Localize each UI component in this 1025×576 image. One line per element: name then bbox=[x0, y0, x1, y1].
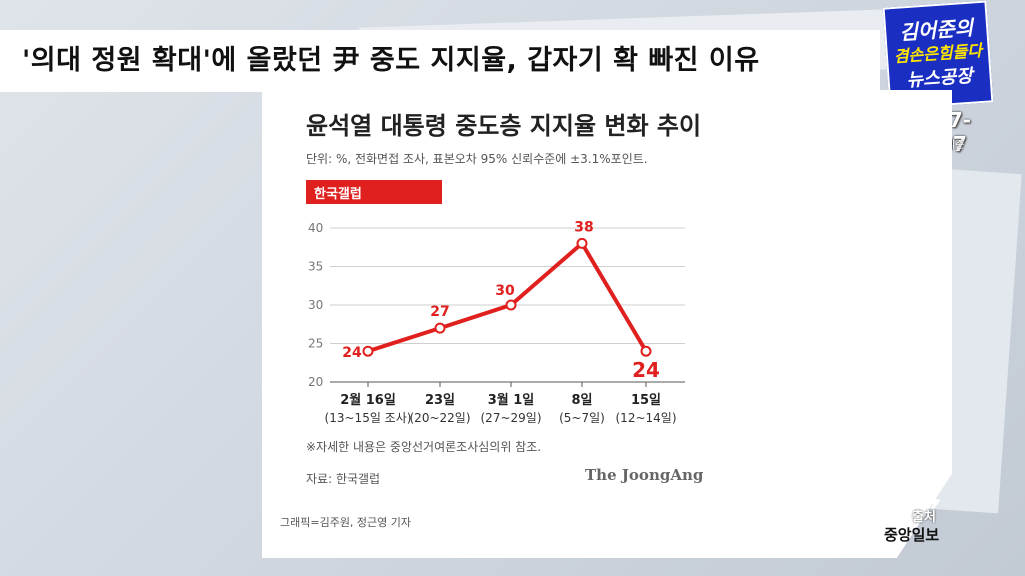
x-tick-label: 3월 1일 bbox=[488, 392, 535, 408]
graphic-credit: 그래픽=김주원, 정근영 기자 bbox=[280, 516, 412, 529]
publisher-brand: The JoongAng bbox=[585, 466, 704, 484]
x-tick-label: 23일 bbox=[425, 393, 455, 408]
x-tick-label: 2월 16일 bbox=[340, 392, 396, 408]
unit-note: 단위: %, 전화면접 조사, 표본오차 95% 신뢰수준에 ±3.1%포인트. bbox=[306, 152, 648, 166]
x-tick-sublabel: (27~29일) bbox=[481, 411, 542, 425]
arrow-icon bbox=[883, 498, 941, 518]
y-tick-label: 20 bbox=[308, 375, 323, 389]
x-tick-label: 8일 bbox=[571, 393, 592, 408]
pollster-tag: 한국갤럽 bbox=[306, 180, 442, 204]
source-badge-label: 출처 bbox=[912, 510, 936, 525]
chart-title: 윤석열 대통령 중도층 지지율 변화 추이 bbox=[306, 112, 702, 140]
y-tick-label: 35 bbox=[308, 260, 323, 274]
data-point bbox=[576, 237, 588, 249]
footnote: ※자세한 내용은 중앙선거여론조사심의위 참조. bbox=[306, 440, 542, 454]
data-point bbox=[640, 345, 652, 357]
data-point bbox=[505, 299, 517, 311]
data-label: 38 bbox=[574, 219, 593, 235]
x-tick-sublabel: (5~7일) bbox=[559, 411, 605, 425]
data-label: 24 bbox=[632, 358, 660, 382]
source-note: 자료: 한국갤럽 bbox=[306, 472, 381, 486]
x-tick-label: 15일 bbox=[631, 393, 661, 408]
x-tick-sublabel: (20~22일) bbox=[410, 411, 471, 425]
y-tick-label: 40 bbox=[308, 221, 323, 235]
chart-card bbox=[262, 90, 952, 558]
x-tick-sublabel: (13~15일 조사) bbox=[325, 411, 412, 425]
data-label: 30 bbox=[495, 283, 515, 299]
data-point bbox=[362, 345, 374, 357]
y-tick-label: 30 bbox=[308, 298, 323, 312]
source-badge-name: 중앙일보 bbox=[884, 526, 940, 544]
data-label: 24 bbox=[342, 345, 362, 361]
data-label: 27 bbox=[430, 304, 449, 320]
data-point bbox=[434, 322, 446, 334]
x-tick-sublabel: (12~14일) bbox=[616, 411, 677, 425]
headline-bar bbox=[0, 30, 880, 92]
headline: '의대 정원 확대'에 올랐던 尹 중도 지지율, 갑자기 확 빠진 이유 bbox=[22, 45, 760, 76]
source-badge: 출처 중앙일보 bbox=[876, 496, 956, 550]
y-tick-label: 25 bbox=[308, 337, 323, 351]
